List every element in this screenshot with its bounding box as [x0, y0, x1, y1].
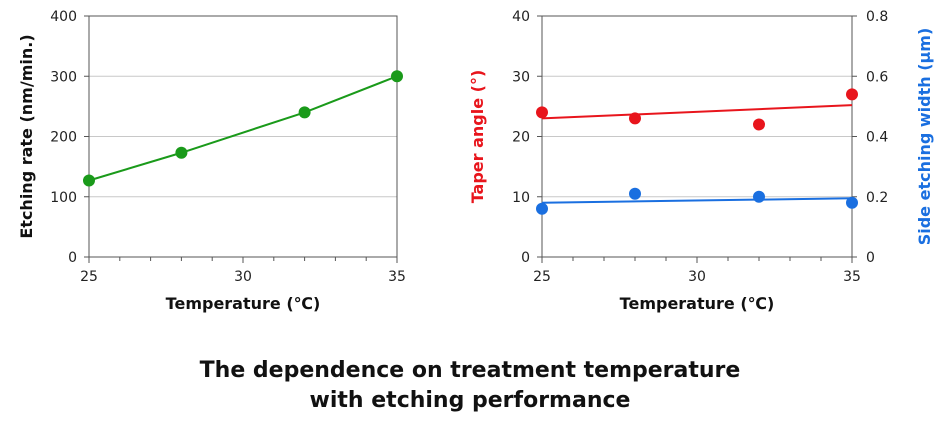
chart1-data-point-1: [391, 70, 403, 83]
chart2-y-tick-label: 20: [512, 130, 530, 146]
chart1-y-tick-label: 200: [50, 130, 77, 146]
chart1-x-tick-label: 35: [388, 269, 406, 285]
chart2-data-point-1: [629, 112, 641, 125]
chart2-x-tick-label: 25: [533, 269, 551, 285]
chart1-y-axis-label: Etching rate (nm/min.): [17, 34, 36, 238]
chart1-y-tick-label: 0: [68, 250, 77, 266]
chart2-y2-tick-label: 0.4: [866, 130, 888, 146]
chart2-y-tick-label: 0: [521, 250, 530, 266]
caption-line-1: The dependence on treatment temperature: [199, 358, 741, 383]
chart2-trend-line-1: [541, 104, 853, 120]
chart2-y-axis-label: Taper angle (°): [468, 70, 487, 204]
chart2-x-tick-label: 35: [843, 269, 861, 285]
chart1-data-point-1: [83, 174, 95, 187]
chart2-x-axis-label: Temperature (℃): [620, 294, 775, 313]
chart1-data-point-1: [298, 106, 311, 119]
chart2-trend-line-2: [541, 197, 853, 204]
chart2-data-point-2: [629, 187, 641, 200]
chart2-data-point-2: [753, 190, 765, 203]
chart2-y-tick-label: 40: [512, 9, 530, 25]
caption-line-2: with etching performance: [309, 388, 631, 413]
chart2-data-point-1: [753, 118, 765, 131]
chart1-y-tick-label: 300: [50, 69, 77, 85]
chart1-y-tick-label: 400: [50, 9, 77, 25]
chart2-y2-axis-label: Side etching width (μm): [915, 28, 934, 246]
chart2-y-tick-label: 10: [512, 190, 530, 206]
chart2-data-point-2: [846, 196, 858, 209]
chart1-y-tick-label: 100: [50, 190, 77, 206]
chart2-y2-tick-label: 0: [866, 250, 875, 266]
chart1-x-tick-label: 25: [80, 269, 98, 285]
chart1-x-tick-label: 30: [234, 269, 252, 285]
chart2-x-tick-label: 30: [688, 269, 706, 285]
chart1-series-line: [88, 75, 398, 182]
chart2-data-point-1: [536, 106, 548, 119]
chart2-y2-tick-label: 0.6: [866, 69, 888, 85]
chart1-x-axis-label: Temperature (℃): [166, 294, 321, 313]
chart2-data-point-2: [536, 202, 548, 215]
chart1-data-point-1: [175, 146, 188, 159]
chart2-y2-tick-label: 0.8: [866, 9, 888, 25]
chart2-y2-tick-label: 0.2: [866, 190, 888, 206]
chart2-data-point-1: [846, 88, 858, 101]
chart2-y-tick-label: 30: [512, 69, 530, 85]
